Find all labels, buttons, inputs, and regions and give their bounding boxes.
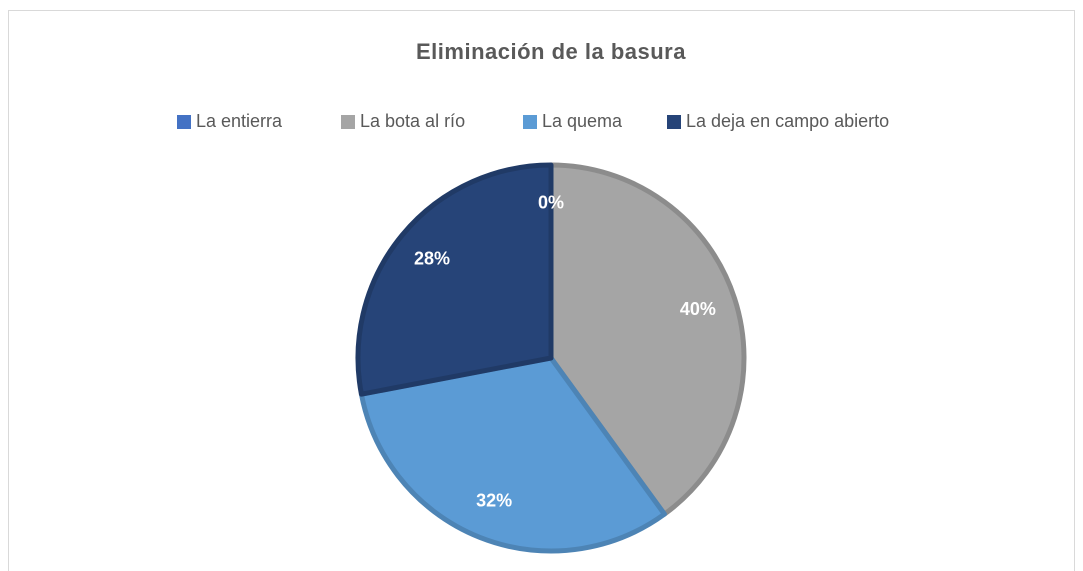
data-label: 28% bbox=[414, 248, 450, 268]
legend-label: La entierra bbox=[196, 111, 283, 131]
legend-swatch bbox=[523, 115, 537, 129]
legend-swatch bbox=[667, 115, 681, 129]
legend-label: La bota al río bbox=[360, 111, 465, 131]
data-label: 40% bbox=[680, 299, 716, 319]
legend-label: La quema bbox=[542, 111, 623, 131]
data-label: 0% bbox=[538, 192, 564, 212]
pie-slice bbox=[358, 355, 667, 554]
legend-label: La deja en campo abierto bbox=[686, 111, 889, 131]
pie-slice bbox=[548, 162, 747, 517]
chart-title: Eliminación de la basura bbox=[416, 39, 686, 64]
pie-slice bbox=[355, 162, 554, 397]
legend-swatch bbox=[177, 115, 191, 129]
legend-swatch bbox=[341, 115, 355, 129]
data-label: 32% bbox=[476, 490, 512, 510]
